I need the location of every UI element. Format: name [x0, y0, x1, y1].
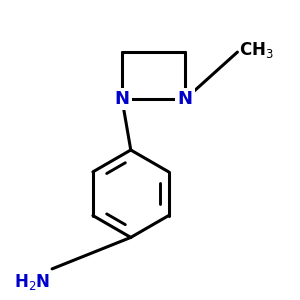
Text: N: N — [178, 90, 193, 108]
Text: H$_2$N: H$_2$N — [14, 272, 50, 292]
Text: N: N — [115, 90, 130, 108]
Text: CH$_3$: CH$_3$ — [239, 40, 274, 60]
